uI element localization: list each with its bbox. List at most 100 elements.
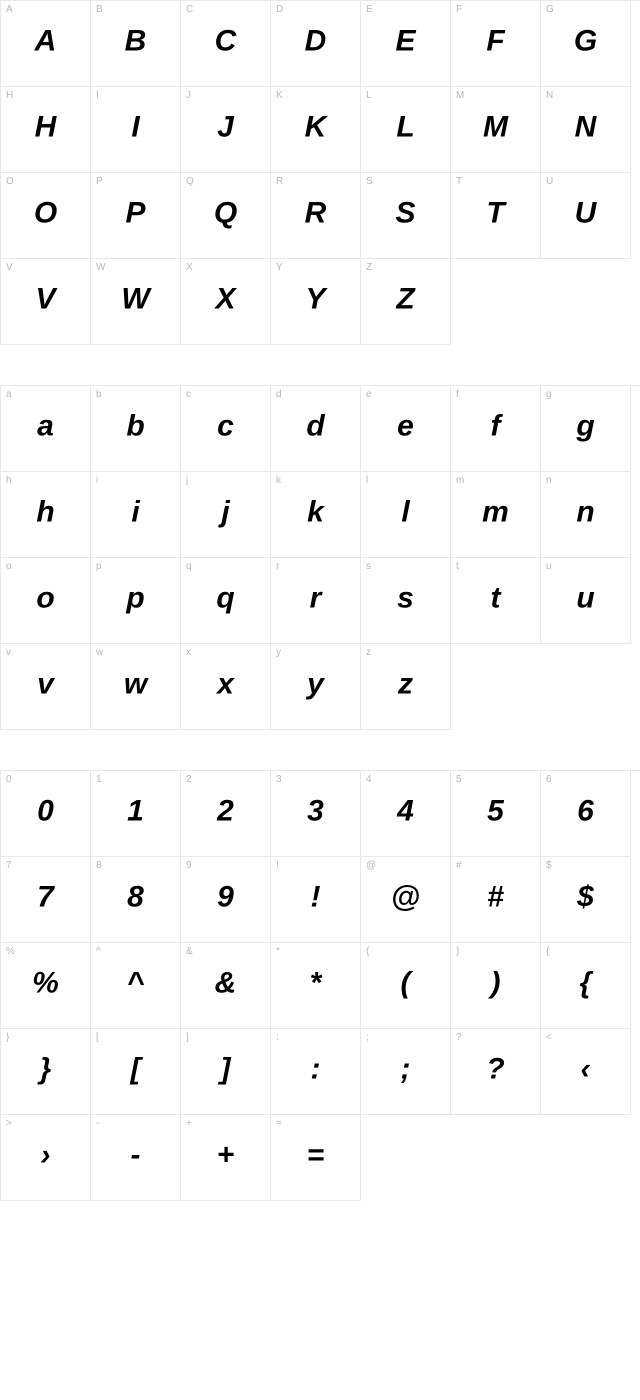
glyph-label: 6 [546, 774, 552, 785]
glyph-display: K [305, 110, 327, 144]
glyph-display: k [307, 495, 324, 529]
glyph-cell: -- [91, 1115, 181, 1201]
glyph-display: › [41, 1138, 51, 1172]
glyph-cell: ^^ [91, 943, 181, 1029]
glyph-label: N [546, 90, 553, 101]
glyph-label: y [276, 647, 281, 658]
glyph-display: { [580, 966, 592, 1000]
glyph-display: O [34, 196, 57, 230]
glyph-display: ( [401, 966, 411, 1000]
glyph-display: h [36, 495, 54, 529]
glyph-display: M [483, 110, 508, 144]
glyph-cell: vv [1, 644, 91, 730]
glyph-label: R [276, 176, 283, 187]
glyph-display: ? [486, 1052, 504, 1086]
glyph-label: 1 [96, 774, 102, 785]
glyph-label: A [6, 4, 13, 15]
font-specimen: AABBCCDDEEFFGGHHIIJJKKLLMMNNOOPPQQRRSSTT… [0, 0, 640, 1201]
glyph-cell-empty [541, 259, 631, 344]
glyph-label: j [186, 475, 188, 486]
glyph-display: & [215, 966, 237, 1000]
glyph-cell: aa [1, 386, 91, 472]
glyph-display: 9 [217, 880, 234, 914]
glyph-cell: ii [91, 472, 181, 558]
glyph-label: f [456, 389, 459, 400]
glyph-cell: 77 [1, 857, 91, 943]
glyph-cell: VV [1, 259, 91, 345]
glyph-cell: OO [1, 173, 91, 259]
glyph-label: s [366, 561, 371, 572]
glyph-label: 8 [96, 860, 102, 871]
glyph-label: L [366, 90, 372, 101]
glyph-label: - [96, 1118, 99, 1129]
glyph-cell: KK [271, 87, 361, 173]
glyph-label: c [186, 389, 191, 400]
glyph-label: ? [456, 1032, 462, 1043]
glyph-label: V [6, 262, 13, 273]
glyph-display: A [35, 24, 57, 58]
glyph-display: } [40, 1052, 52, 1086]
glyph-label: w [96, 647, 103, 658]
glyph-label: B [96, 4, 103, 15]
glyph-label: U [546, 176, 553, 187]
glyph-cell: !! [271, 857, 361, 943]
glyph-display: @ [391, 880, 420, 914]
glyph-display: - [131, 1138, 141, 1172]
glyph-cell: PP [91, 173, 181, 259]
glyph-label: < [546, 1032, 552, 1043]
glyph-label: d [276, 389, 282, 400]
glyph-cell: 00 [1, 771, 91, 857]
glyph-label: $ [546, 860, 552, 871]
glyph-cell: BB [91, 1, 181, 87]
glyph-display: Q [214, 196, 237, 230]
glyph-cell: LL [361, 87, 451, 173]
glyph-display: N [575, 110, 597, 144]
glyph-display: 0 [37, 794, 54, 828]
glyph-label: % [6, 946, 15, 957]
glyph-cell: QQ [181, 173, 271, 259]
glyph-cell: 66 [541, 771, 631, 857]
glyph-display: 4 [397, 794, 414, 828]
glyph-cell: FF [451, 1, 541, 87]
glyph-display: H [35, 110, 57, 144]
glyph-cell: TT [451, 173, 541, 259]
glyph-cell: bb [91, 386, 181, 472]
glyph-cell-empty [451, 644, 541, 729]
glyph-grid: aabbccddeeffgghhiijjkkllmmnnooppqqrrsstt… [0, 385, 640, 730]
glyph-display: S [395, 196, 415, 230]
glyph-cell: >› [1, 1115, 91, 1201]
glyph-display: e [397, 409, 414, 443]
glyph-cell: ee [361, 386, 451, 472]
glyph-cell: uu [541, 558, 631, 644]
glyph-cell: ++ [181, 1115, 271, 1201]
glyph-label: 4 [366, 774, 372, 785]
glyph-label: D [276, 4, 283, 15]
glyph-cell: 11 [91, 771, 181, 857]
glyph-cell: 88 [91, 857, 181, 943]
glyph-cell: oo [1, 558, 91, 644]
glyph-section-uppercase: AABBCCDDEEFFGGHHIIJJKKLLMMNNOOPPQQRRSSTT… [0, 0, 640, 345]
glyph-display: % [32, 966, 59, 1000]
glyph-label: P [96, 176, 103, 187]
glyph-display: b [126, 409, 144, 443]
glyph-label: E [366, 4, 373, 15]
glyph-label: [ [96, 1032, 99, 1043]
glyph-label: 7 [6, 860, 12, 871]
glyph-display: l [401, 495, 409, 529]
glyph-label: v [6, 647, 11, 658]
glyph-cell: tt [451, 558, 541, 644]
glyph-label: b [96, 389, 102, 400]
glyph-cell: cc [181, 386, 271, 472]
glyph-cell: ff [451, 386, 541, 472]
glyph-display: Y [305, 282, 325, 316]
glyph-cell: WW [91, 259, 181, 345]
glyph-display: 7 [37, 880, 54, 914]
glyph-display: s [397, 581, 414, 615]
glyph-label: C [186, 4, 193, 15]
glyph-label: u [546, 561, 552, 572]
glyph-label: n [546, 475, 552, 486]
glyph-display: B [125, 24, 147, 58]
glyph-display: Z [396, 282, 414, 316]
glyph-cell: mm [451, 472, 541, 558]
glyph-cell: (( [361, 943, 451, 1029]
